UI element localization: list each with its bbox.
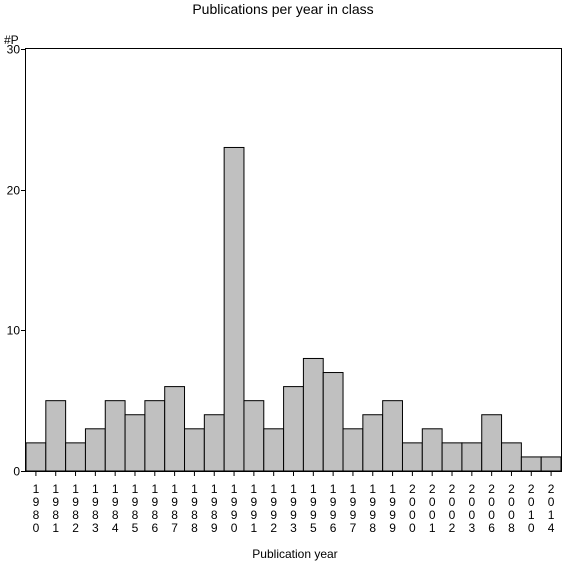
bar-1992 [263, 428, 285, 472]
bar-2001 [421, 428, 443, 472]
bar-2006 [481, 414, 503, 472]
bar-1982 [65, 442, 86, 472]
bar-1995 [302, 357, 324, 472]
bar-1991 [243, 400, 265, 472]
plot-frame [25, 48, 562, 472]
bar-2010 [520, 456, 542, 472]
y-axis-label: #P [4, 33, 19, 47]
y-tick-label: 0 [13, 465, 20, 479]
chart-title: Publications per year in class [192, 1, 373, 17]
bars [25, 146, 562, 472]
bar-1990 [223, 146, 245, 472]
bar-1988 [184, 428, 205, 472]
y-tick-label: 30 [7, 43, 21, 57]
bar-1985 [124, 414, 146, 472]
bar-2000 [401, 442, 423, 472]
bar-1983 [84, 428, 106, 472]
y-tick-label: 10 [7, 324, 21, 338]
bar-1998 [362, 414, 384, 472]
bar-1999 [382, 400, 403, 472]
bar-2003 [461, 442, 483, 472]
bar-1996 [322, 372, 344, 472]
bar-1984 [104, 400, 126, 472]
bar-1986 [144, 400, 166, 472]
bar-1981 [45, 400, 67, 472]
y-axis: 0 10 20 30 [7, 43, 26, 479]
bar-1997 [342, 428, 364, 472]
bar-2008 [501, 442, 522, 472]
bar-1989 [203, 414, 225, 472]
bar-2002 [441, 442, 463, 472]
bar-1987 [164, 386, 186, 472]
bar-1993 [283, 386, 304, 472]
y-tick-label: 20 [7, 184, 21, 198]
x-axis-label: Publication year [252, 547, 337, 561]
bar-2014 [540, 456, 562, 472]
bar-1980 [25, 442, 47, 472]
x-axis: 1 9 8 0 1 9 8 1 1 9 8 2 1 9 8 3 1 9 8 4 1 9 8 5 1 9 8 6 1 9 8 7 1 9 8 8 1 9 8 9… [33, 471, 555, 535]
